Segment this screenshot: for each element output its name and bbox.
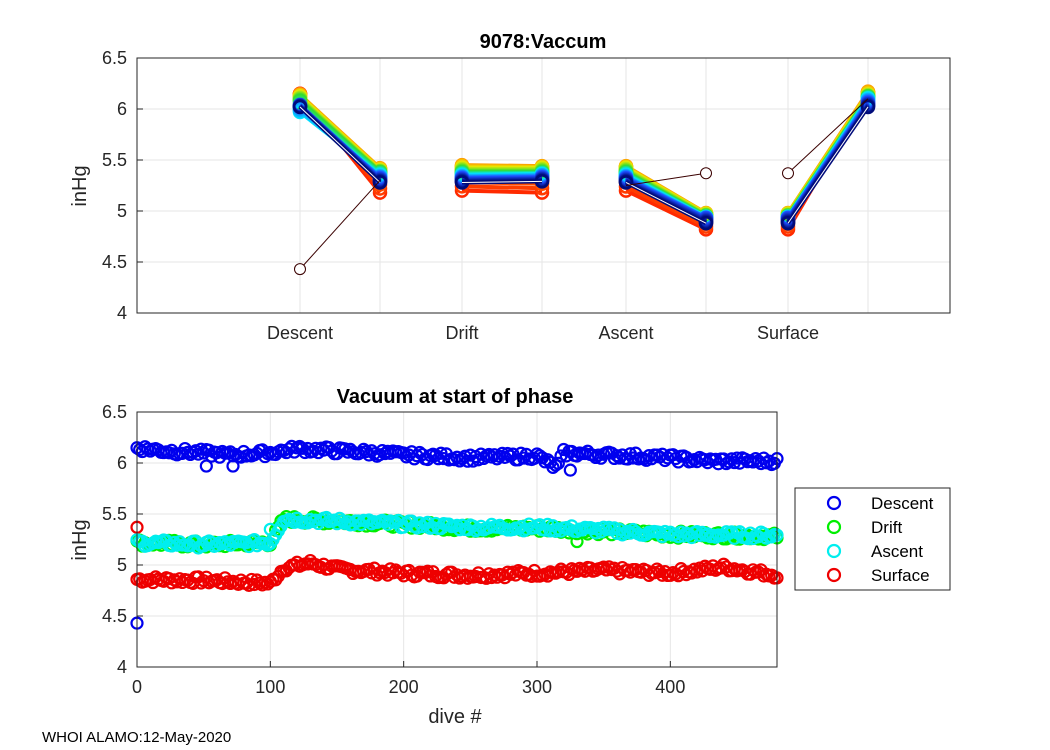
top-y-tick-label: 4 [117,303,127,323]
legend-marker-surface [826,567,842,583]
footer-text: WHOI ALAMO:12-May-2020 [42,729,231,746]
top-x-tick-label: Descent [267,323,333,343]
bottom-x-ticks: 0 100 200 300 400 [132,661,685,697]
top-outlier-point [700,167,712,180]
legend-marker-drift [826,519,842,535]
top-chart: 4 4.5 5 5.5 6 6.5 Descent Drift Ascent Surface 9… [69,31,951,343]
bottom-chart-title: Vacuum at start of phase [337,386,574,408]
legend-marker-ascent [826,543,842,559]
top-x-ticks: Descent Drift Ascent Surface [267,323,819,343]
bottom-x-tick-label: 200 [389,677,419,697]
bottom-x-tick-label: 100 [255,677,285,697]
bottom-point-surface [663,568,677,582]
top-dive-point [292,99,308,115]
bottom-y-tick-label: 4 [117,657,127,677]
top-y-tick-label: 4.5 [102,252,127,272]
top-y-tick-label: 6 [117,99,127,119]
top-x-tick-label: Drift [446,323,479,343]
top-outlier-point [294,263,306,276]
top-latest-line [299,106,381,183]
bottom-x-tick-label: 0 [132,677,142,697]
top-dive-point [618,175,634,190]
top-y-ticks: 4 4.5 5 5.5 6 6.5 [102,48,143,323]
bottom-outlier-descent [226,459,240,473]
top-outlier-point [782,167,794,180]
bottom-y-tick-label: 6.5 [102,402,127,422]
top-outlier-line [625,172,707,186]
bottom-y-tick-label: 5.5 [102,504,127,524]
bottom-outlier-descent [199,459,213,473]
top-dive-point [698,215,714,231]
top-axes-frame [136,57,951,314]
top-dive-line [461,188,543,195]
legend-marker-descent [826,495,842,511]
bottom-point-descent [613,451,627,465]
bottom-chart: 4 4.5 5 5.5 6 6.5 0 100 200 300 400 Vacuum at sta… [69,386,784,728]
legend-items: Descent Drift Ascent Surface [826,494,934,585]
top-series-lines [292,84,876,276]
top-y-tick-label: 5 [117,201,127,221]
top-dive-point [372,175,388,190]
bottom-outlier-descent [563,463,577,477]
top-outlier-line [299,180,381,270]
top-y-tick-label: 5.5 [102,150,127,170]
bottom-y-tick-label: 6 [117,453,127,473]
bottom-series-points [130,439,784,630]
bottom-x-axis-label: dive # [428,706,482,728]
legend-label-drift: Drift [871,518,902,537]
legend: Descent Drift Ascent Surface [794,487,951,591]
top-dive-line [625,184,707,229]
top-x-tick-label: Ascent [598,323,653,343]
top-latest-line [461,180,543,183]
bottom-point-ascent [725,525,739,539]
top-latest-line [787,106,869,224]
bottom-y-axis-label: inHg [69,519,91,560]
bottom-point-ascent [541,517,555,531]
bottom-point-surface [255,578,269,592]
bottom-x-tick-label: 300 [522,677,552,697]
top-outlier-line [787,98,869,174]
bottom-outlier-ascent [263,522,277,536]
legend-label-surface: Surface [871,566,930,585]
bottom-y-ticks: 4 4.5 5 5.5 6 6.5 [102,402,143,677]
top-dive-point [860,99,876,115]
bottom-axes-frame [136,411,778,668]
bottom-x-tick-label: 400 [655,677,685,697]
top-dive-line [625,188,707,232]
bottom-point-descent [338,442,352,456]
top-chart-title: 9078:Vaccum [480,31,607,53]
bottom-point-descent [501,446,515,461]
legend-box [794,487,951,591]
bottom-point-surface [461,571,475,585]
legend-label-ascent: Ascent [871,542,923,561]
top-dive-line [461,184,543,191]
top-latest-line [625,181,707,224]
bottom-y-tick-label: 5 [117,555,127,575]
top-x-tick-label: Surface [757,323,819,343]
legend-label-descent: Descent [871,494,934,513]
bottom-point-descent [551,456,565,470]
bottom-point-descent [589,450,603,464]
top-y-axis-label: inHg [69,165,91,206]
top-y-tick-label: 6.5 [102,48,127,68]
bottom-y-tick-label: 4.5 [102,606,127,626]
top-dive-point [780,215,796,231]
